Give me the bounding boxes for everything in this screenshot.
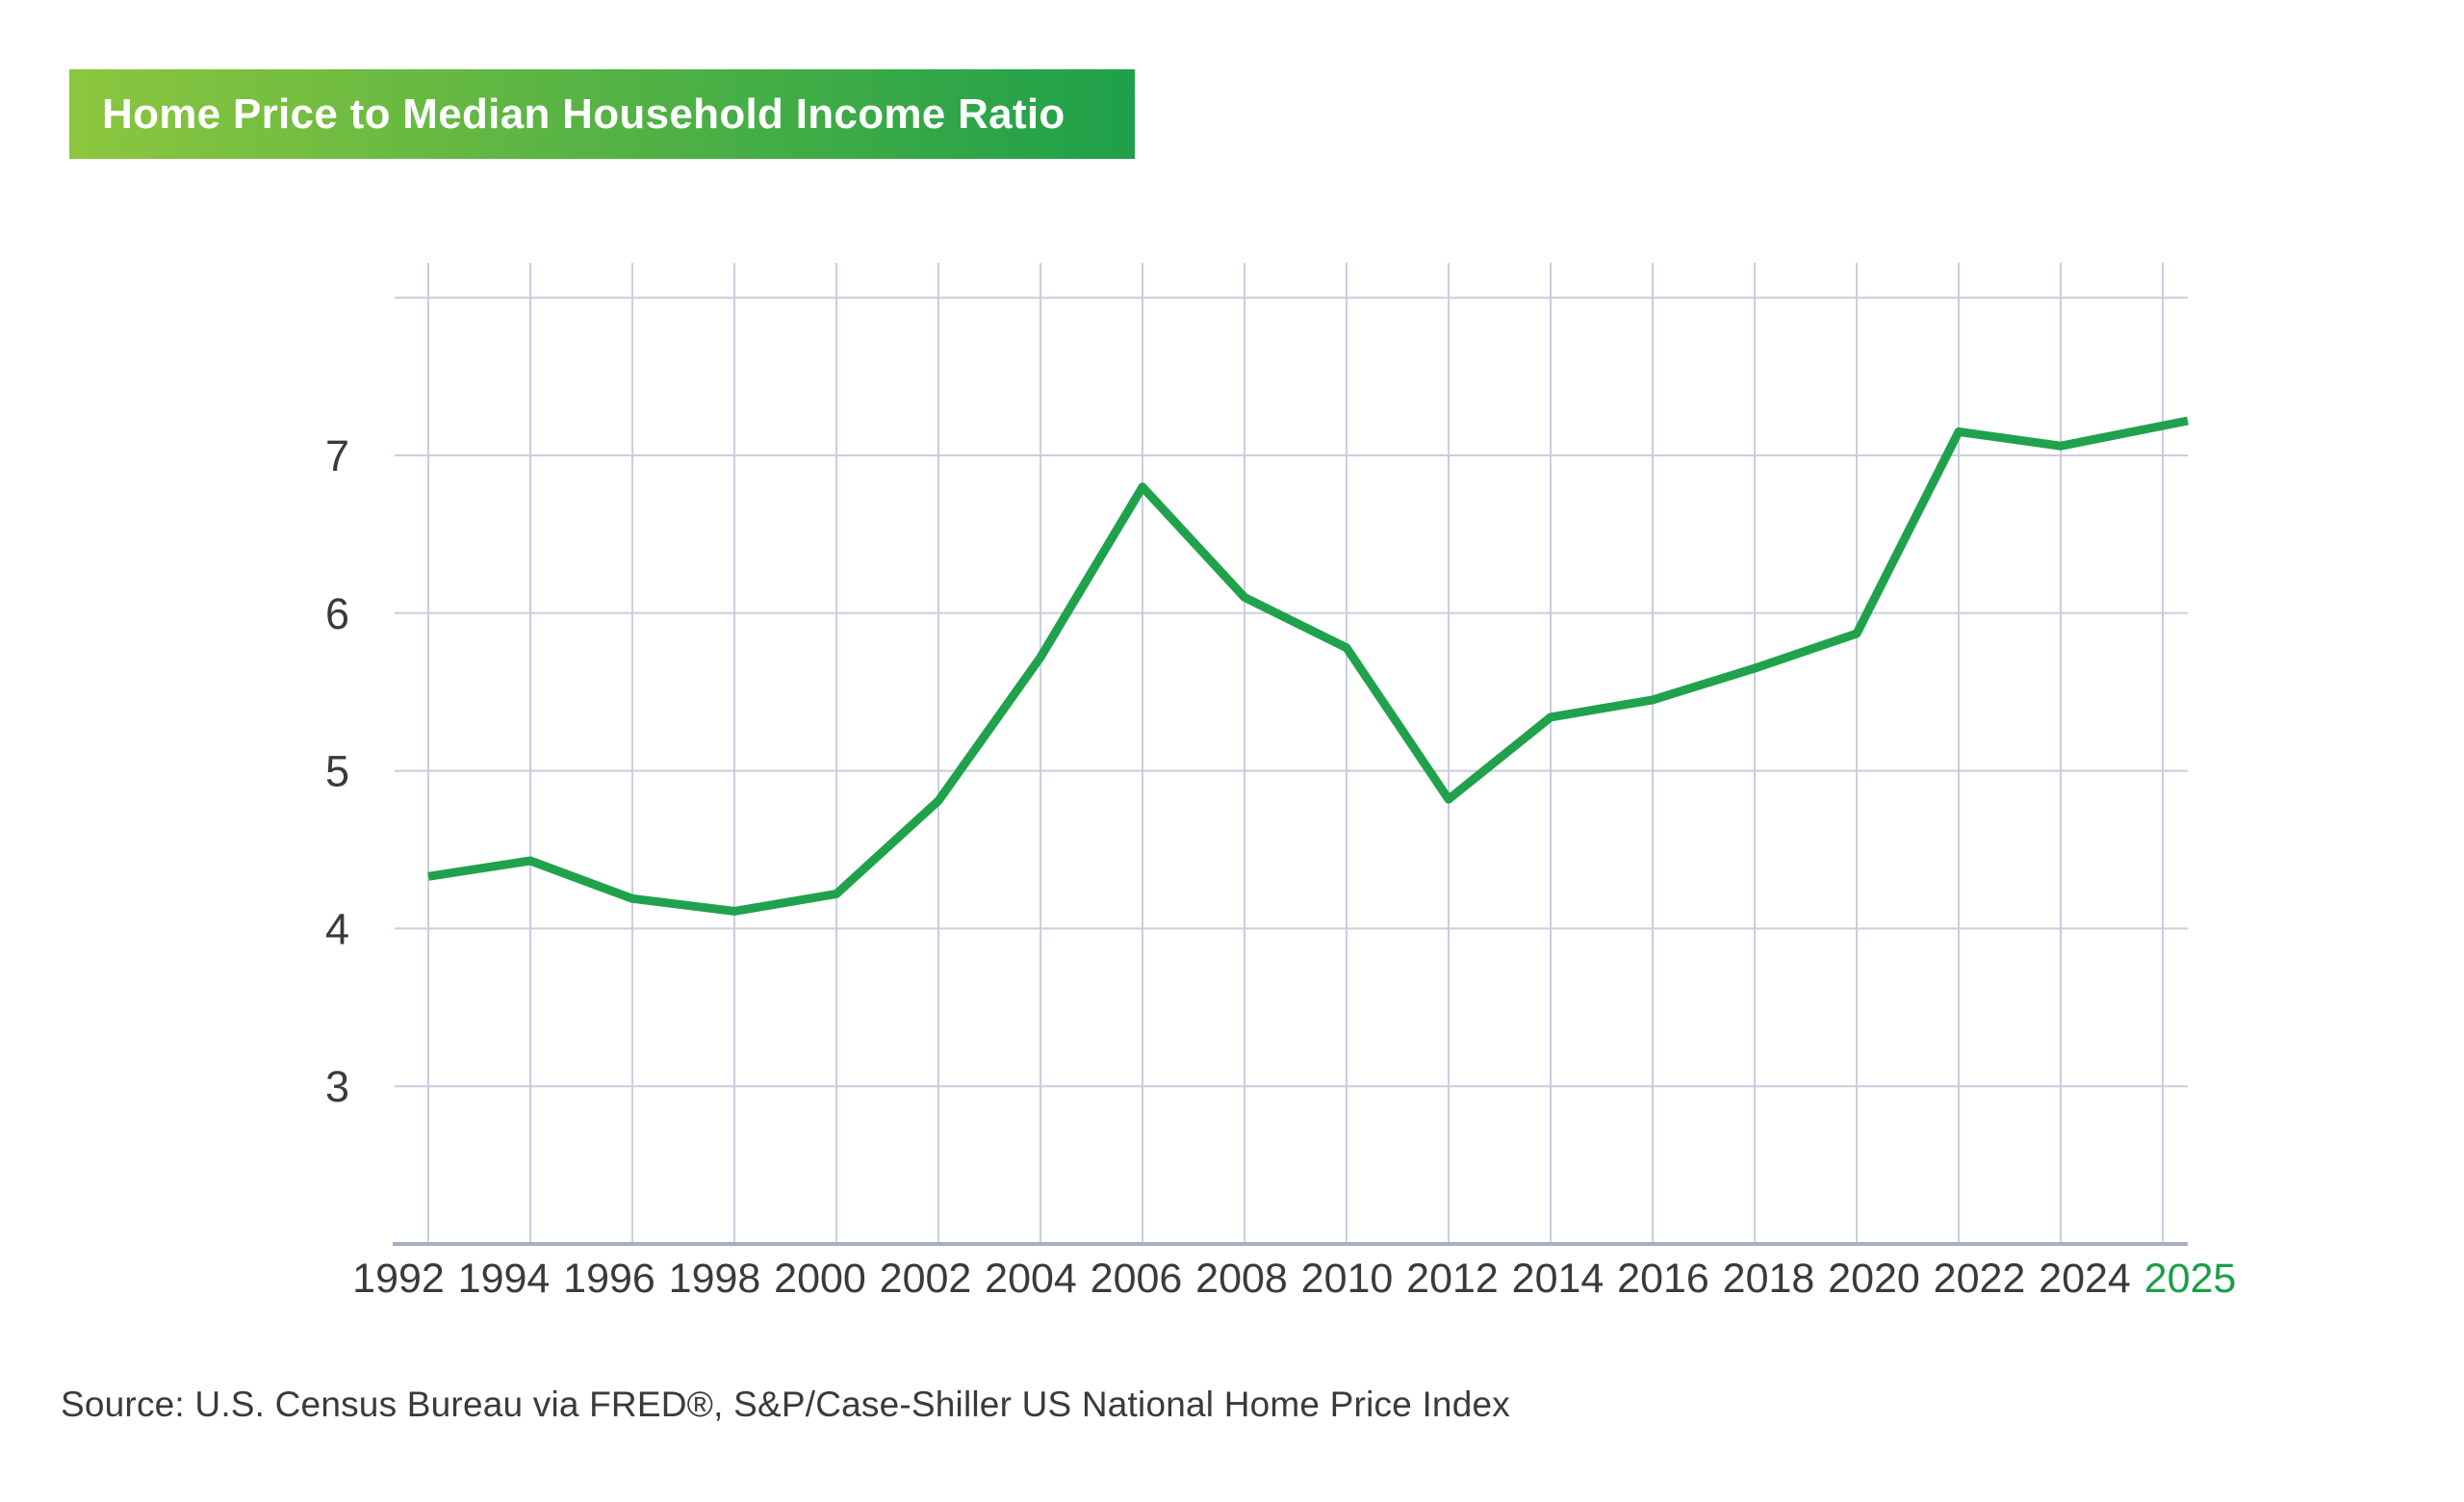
x-tick-label: 2025 xyxy=(2144,1256,2237,1302)
x-tick-label: 1998 xyxy=(669,1256,761,1302)
y-tick-label: 6 xyxy=(325,589,349,638)
x-tick-label: 2022 xyxy=(1934,1256,2026,1302)
data-line xyxy=(427,416,2189,916)
chart-title: Home Price to Median Household Income Ra… xyxy=(102,90,1065,138)
source-note: Source: U.S. Census Bureau via FRED®, S&… xyxy=(61,1385,1510,1424)
x-tick-label: 2016 xyxy=(1617,1256,1709,1302)
x-tick-label: 2024 xyxy=(2039,1256,2131,1302)
x-tick-label: 1992 xyxy=(352,1256,445,1302)
x-tick-label: 2000 xyxy=(774,1256,866,1302)
x-tick-label: 2020 xyxy=(1828,1256,1920,1302)
y-tick-label: 3 xyxy=(325,1062,349,1111)
x-tick-label: 2002 xyxy=(880,1256,972,1302)
x-tick-label: 2018 xyxy=(1723,1256,1815,1302)
y-tick-label: 5 xyxy=(325,747,349,796)
x-tick-label: 1994 xyxy=(458,1256,551,1302)
x-tick-label: 2012 xyxy=(1406,1256,1499,1302)
chart-title-bar: Home Price to Median Household Income Ra… xyxy=(69,69,1135,159)
x-tick-label: 2008 xyxy=(1195,1256,1288,1302)
y-tick-label: 7 xyxy=(325,431,349,480)
x-tick-label: 2006 xyxy=(1091,1256,1183,1302)
x-tick-label: 2014 xyxy=(1512,1256,1604,1302)
y-tick-label: 4 xyxy=(325,904,349,953)
x-tick-label: 1996 xyxy=(563,1256,655,1302)
x-tick-label: 2004 xyxy=(985,1256,1077,1302)
x-tick-label: 2010 xyxy=(1301,1256,1394,1302)
